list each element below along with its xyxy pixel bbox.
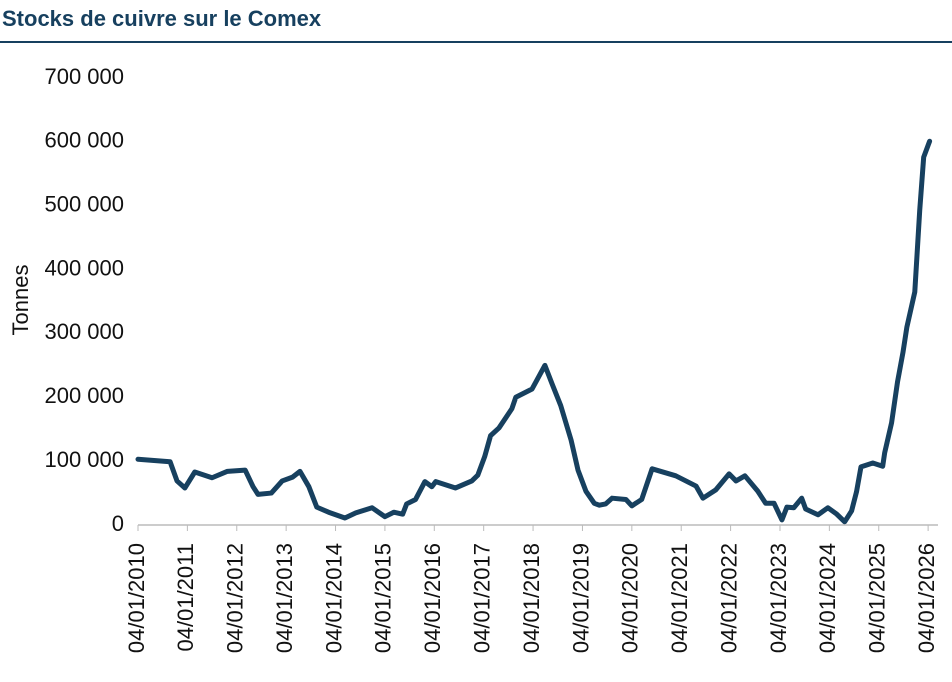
x-tick-label: 04/01/2019 (568, 543, 593, 653)
x-tick-label: 04/01/2014 (321, 543, 346, 653)
line (135, 138, 933, 525)
x-tick-label: 04/01/2016 (420, 543, 445, 653)
x-tick-label: 04/01/2011 (173, 543, 198, 651)
y-axis-label: Tonnes (8, 265, 33, 336)
y-tick-label: 200 000 (44, 383, 124, 408)
x-tick-label: 04/01/2010 (124, 543, 149, 653)
x-tick-label: 04/01/2020 (618, 543, 643, 653)
y-tick-label: 100 000 (44, 447, 124, 472)
x-tick-label: 04/01/2015 (371, 543, 396, 653)
x-tick-label: 04/01/2022 (716, 543, 741, 653)
x-tick-label: 04/01/2023 (766, 543, 791, 653)
x-tick-label: 04/01/2018 (519, 543, 544, 653)
y-tick-label: 500 000 (44, 192, 124, 217)
x-tick-label: 04/01/2024 (815, 543, 840, 653)
x-tick-label: 04/01/2026 (914, 543, 939, 653)
x-tick-label: 04/01/2021 (667, 543, 692, 653)
y-tick-label: 0 (112, 511, 124, 536)
x-tick-label: 04/01/2013 (272, 543, 297, 653)
y-tick-label: 700 000 (44, 64, 124, 89)
y-tick-label: 300 000 (44, 319, 124, 344)
y-tick-label: 600 000 (44, 128, 124, 153)
y-tick-label: 400 000 (44, 255, 124, 280)
x-tick-label: 04/01/2017 (469, 543, 494, 653)
chart-title: Stocks de cuivre sur le Comex (2, 6, 322, 31)
x-tick-label: 04/01/2025 (865, 543, 890, 653)
x-tick-label: 04/01/2012 (223, 543, 248, 653)
